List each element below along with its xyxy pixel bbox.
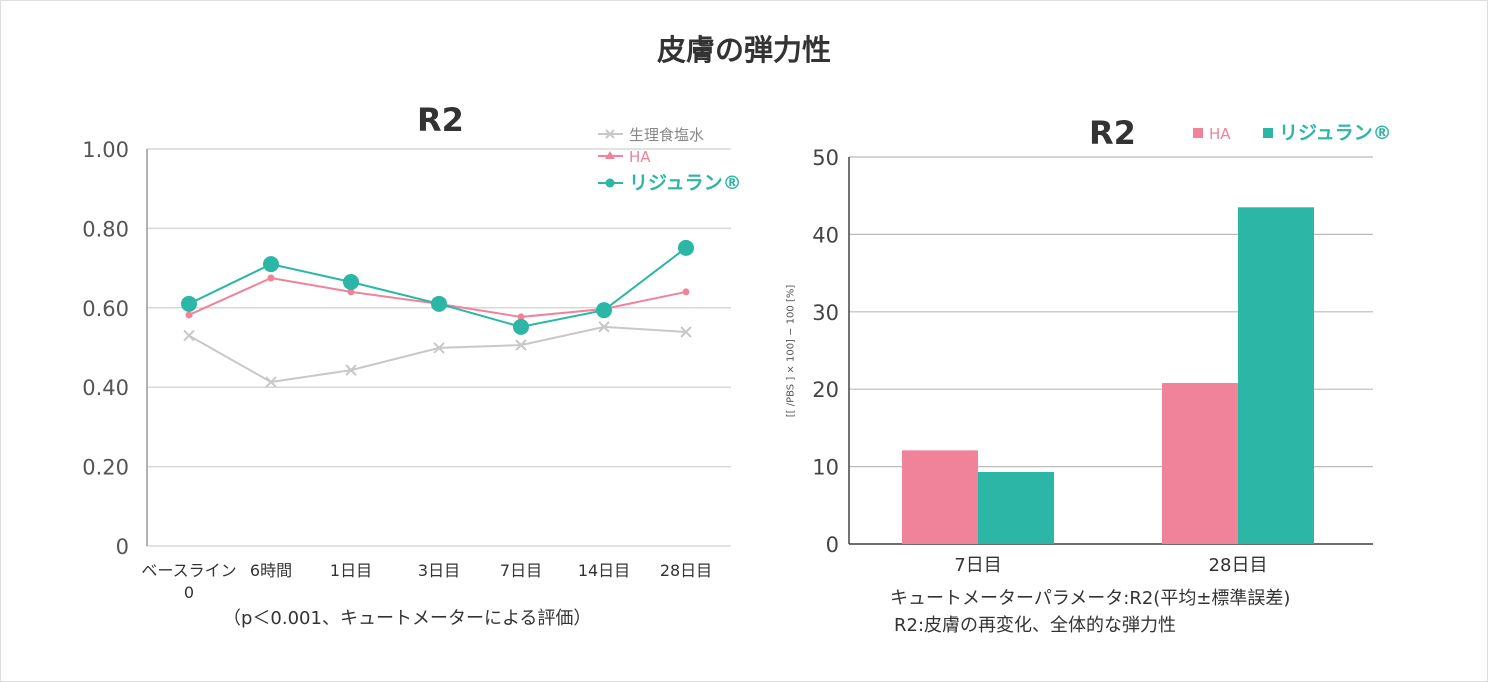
series-line bbox=[188, 325, 687, 384]
x-tick-label: 7日目 bbox=[954, 555, 1001, 576]
legend-swatch bbox=[1263, 128, 1273, 138]
data-point bbox=[263, 256, 279, 273]
data-point bbox=[431, 295, 447, 312]
legend-marker bbox=[605, 129, 615, 139]
data-point bbox=[433, 342, 445, 354]
y-tick-label: 0 bbox=[116, 535, 129, 559]
y-tick-label: 50 bbox=[812, 146, 839, 170]
y-tick-label: 1.00 bbox=[82, 138, 129, 162]
y-tick-label: 10 bbox=[812, 456, 839, 480]
legend-label: HA bbox=[1209, 125, 1231, 143]
x-tick-label: ベースライン bbox=[141, 561, 236, 580]
x-tick-label: 3日目 bbox=[418, 561, 460, 580]
bar bbox=[1238, 207, 1314, 544]
bar bbox=[1162, 383, 1238, 544]
data-point bbox=[183, 329, 195, 342]
data-point bbox=[513, 318, 529, 335]
data-point bbox=[345, 364, 357, 376]
y-tick-label: 0 bbox=[826, 533, 839, 557]
bar-caption-1: キュートメーターパラメータ:R2(平均±標準誤差) bbox=[890, 588, 1291, 609]
x-tick-label: 6時間 bbox=[250, 561, 292, 580]
bar bbox=[978, 472, 1054, 544]
bar-caption-2: R2:皮膚の再変化、全体的な弾力性 bbox=[894, 615, 1177, 636]
x-tick-label: 0 bbox=[184, 583, 194, 602]
data-point bbox=[185, 311, 193, 319]
data-point bbox=[267, 274, 275, 282]
data-point bbox=[596, 302, 612, 319]
y-tick-label: 0.80 bbox=[82, 217, 129, 241]
data-point bbox=[181, 295, 197, 312]
data-point bbox=[678, 239, 694, 256]
data-point bbox=[347, 288, 355, 296]
data-point bbox=[265, 376, 277, 388]
y-tick-label: 40 bbox=[812, 223, 839, 247]
y-tick-label: 0.60 bbox=[82, 297, 129, 321]
line-chart-note: （p＜0.001、キュートメーターによる評価） bbox=[223, 608, 592, 629]
figure-title: 皮膚の弾力性 bbox=[656, 33, 831, 67]
x-tick-label: 7日目 bbox=[500, 561, 542, 580]
x-tick-label: 1日目 bbox=[330, 561, 372, 580]
line-chart-title: R2 bbox=[417, 101, 464, 139]
data-point bbox=[343, 273, 359, 290]
x-tick-label: 28日目 bbox=[660, 561, 712, 580]
series-line bbox=[188, 247, 687, 328]
legend-label: 生理食塩水 bbox=[629, 126, 704, 144]
legend-label: リジュラン® bbox=[1279, 122, 1392, 144]
data-point bbox=[680, 326, 692, 338]
bar bbox=[902, 450, 978, 544]
data-point bbox=[682, 288, 690, 296]
legend-label: リジュラン® bbox=[629, 172, 742, 194]
legend-marker bbox=[605, 178, 615, 188]
bar-chart-title: R2 bbox=[1089, 114, 1136, 152]
y-tick-label: 0.40 bbox=[82, 376, 129, 400]
legend-marker bbox=[605, 151, 615, 159]
data-point bbox=[598, 321, 610, 333]
data-point bbox=[517, 313, 525, 321]
x-tick-label: 28日目 bbox=[1209, 555, 1268, 576]
data-point bbox=[515, 339, 527, 351]
x-tick-label: 14日目 bbox=[578, 561, 630, 580]
legend-label: HA bbox=[629, 148, 651, 166]
legend-swatch bbox=[1193, 128, 1203, 138]
y-tick-label: 0.20 bbox=[82, 456, 129, 480]
y-tick-label: 20 bbox=[812, 378, 839, 402]
y-tick-label: 30 bbox=[812, 301, 839, 325]
